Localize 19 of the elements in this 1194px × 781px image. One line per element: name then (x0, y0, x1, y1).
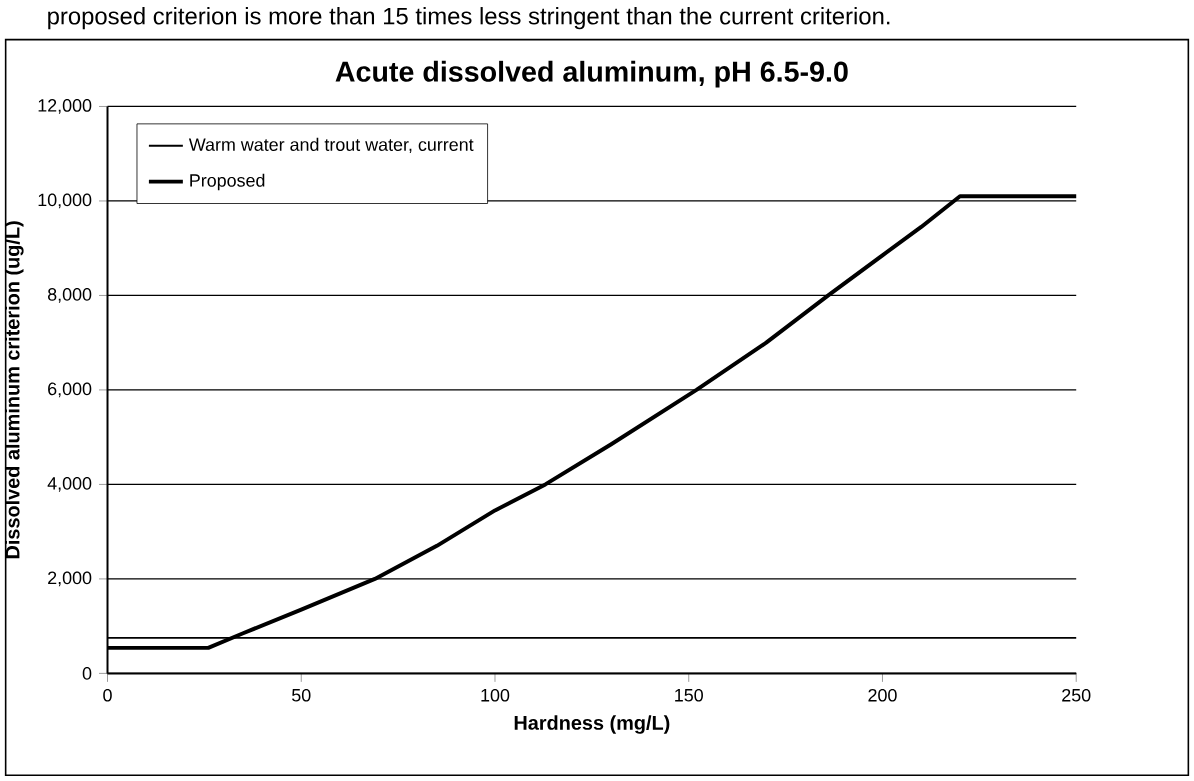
legend-label: Warm water and trout water, current (188, 137, 474, 154)
text: proposed criterion is more than 15 times less stringent than the current criterion. (48, 7, 890, 30)
y-tick-label: 2,000 (48, 571, 92, 587)
x-tick-label: 250 (1062, 688, 1091, 702)
chart-title: Acute dissolved aluminum, pH 6.5-9.0 (335, 60, 848, 88)
x-tick-label: 0 (103, 688, 112, 702)
x-tick-label: 200 (868, 688, 897, 702)
x-tick-label: 100 (481, 688, 510, 702)
y-tick-label: 10,000 (38, 193, 92, 209)
y-tick-label: 4,000 (47, 477, 92, 492)
y-tick-label: 12,000 (38, 99, 92, 114)
x-tick-label: 50 (292, 688, 311, 702)
x-axis-title: Hardness (mg/L) (514, 715, 670, 734)
y-tick-label: 0 (82, 667, 92, 680)
y-axis-title: Dissolved aluminum criterion (ug/L) (4, 221, 24, 559)
legend-label: Proposed (190, 173, 265, 191)
x-tick-label: 150 (675, 688, 703, 702)
y-tick-label: 8,000 (47, 288, 92, 303)
y-tick-label: 6,000 (48, 382, 92, 398)
